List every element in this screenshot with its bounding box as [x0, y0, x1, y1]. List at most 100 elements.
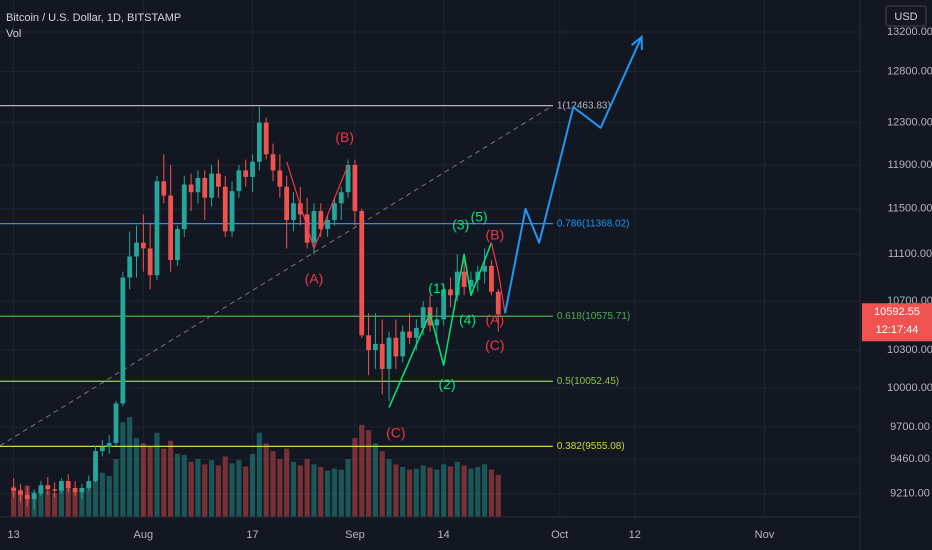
volume-bar: [11, 486, 17, 517]
candle-body: [202, 177, 208, 198]
candle-body: [134, 242, 139, 257]
candle-body: [65, 481, 71, 488]
wave-label: (A): [486, 311, 505, 327]
candle-body: [434, 319, 440, 326]
candle-body: [181, 184, 187, 230]
volume-bar: [256, 432, 262, 517]
wave-path-green: [388, 242, 493, 408]
candle-body: [18, 490, 23, 495]
candle-body: [243, 170, 249, 177]
price-tick-label: 10000.00: [887, 382, 932, 394]
wave-label: (5): [471, 208, 488, 224]
volume-bar: [65, 486, 71, 517]
volume-bar: [406, 469, 413, 517]
price-tick-label: 9210.00: [890, 487, 930, 499]
volume-bar: [475, 467, 481, 517]
volume-bar: [243, 466, 249, 517]
volume-bar: [413, 468, 419, 517]
candle-body: [195, 177, 201, 193]
volume-bar: [188, 461, 194, 517]
candle-body: [489, 265, 494, 292]
volume-bar: [168, 440, 174, 517]
volume-bar: [400, 467, 406, 517]
candle-body: [188, 184, 194, 193]
wave-label: (C): [485, 337, 504, 353]
candle-body: [277, 170, 283, 187]
volume-bar: [79, 489, 85, 517]
volume-bar: [277, 459, 283, 517]
fib-level-label: 0.618(10575.71): [557, 311, 630, 322]
volume-bar: [290, 461, 297, 517]
volume-bar: [127, 417, 133, 517]
current-price-badge: [862, 303, 932, 342]
candle-body: [79, 487, 85, 493]
projection-arrow-head: [630, 34, 643, 50]
projection-path: [504, 36, 643, 314]
candle-body: [168, 195, 174, 261]
candle-body: [352, 164, 358, 212]
volume-bar: [386, 459, 392, 517]
wave-path-red: [490, 242, 506, 314]
volume-bar: [352, 438, 358, 517]
fib-level-label: 0.382(9555.08): [557, 441, 625, 452]
volume-bar: [331, 468, 338, 517]
candle-body: [407, 331, 412, 338]
time-tick-label: Sep: [345, 529, 365, 541]
candle-body: [120, 277, 126, 404]
volume-bar: [447, 466, 454, 517]
volume-bar: [318, 467, 324, 517]
volume-bar: [99, 472, 105, 517]
volume-bar: [72, 491, 78, 517]
wave-path-red: [286, 161, 349, 250]
candle-body: [263, 122, 269, 155]
currency-button[interactable]: [885, 5, 927, 27]
candle-body: [373, 343, 378, 351]
price-tick-label: 12300.00: [887, 117, 932, 129]
volume-bar: [222, 456, 228, 517]
candle-body: [147, 248, 153, 276]
volume-bar: [270, 451, 276, 517]
price-tick-label: 10300.00: [887, 344, 932, 356]
candle-body: [24, 494, 30, 500]
price-tick-label: 9460.00: [890, 453, 930, 465]
wave-label: (1): [428, 280, 445, 296]
volume-bar: [86, 485, 92, 517]
current-price-label: 10592.55: [874, 306, 920, 318]
candle-body: [11, 487, 17, 491]
candle-body: [72, 487, 78, 493]
volume-bar: [249, 453, 256, 517]
candle-body: [338, 192, 344, 204]
volume-bar: [311, 464, 317, 517]
currency-label: USD: [894, 11, 917, 23]
bar-countdown-label: 12:17:44: [876, 324, 919, 336]
volume-bar: [215, 465, 222, 517]
candle-body: [140, 242, 146, 249]
volume-bar: [202, 464, 208, 517]
candle-body: [113, 403, 119, 444]
volume-bar: [154, 432, 160, 517]
volume-bar: [161, 448, 167, 517]
candle-body: [31, 493, 37, 500]
volume-bar: [106, 475, 112, 517]
price-tick-label: 13200.00: [887, 26, 932, 38]
candle-body: [38, 485, 44, 494]
wave-label: (4): [459, 311, 476, 327]
wave-label: (C): [386, 424, 405, 440]
candle-body: [270, 154, 276, 171]
candle-body: [461, 271, 467, 287]
candle-body: [256, 122, 262, 162]
volume-bar: [92, 467, 99, 517]
candle-body: [427, 307, 433, 326]
candle-body: [332, 203, 337, 221]
candle-body: [161, 181, 167, 196]
candle-body: [311, 211, 317, 243]
candle-body: [441, 289, 447, 320]
wave-label: (B): [335, 129, 354, 145]
volume-bar: [427, 467, 433, 517]
volume-bar: [236, 460, 242, 517]
time-tick-label: Aug: [134, 529, 154, 541]
candle-body: [106, 443, 112, 448]
volume-bar: [120, 422, 126, 517]
